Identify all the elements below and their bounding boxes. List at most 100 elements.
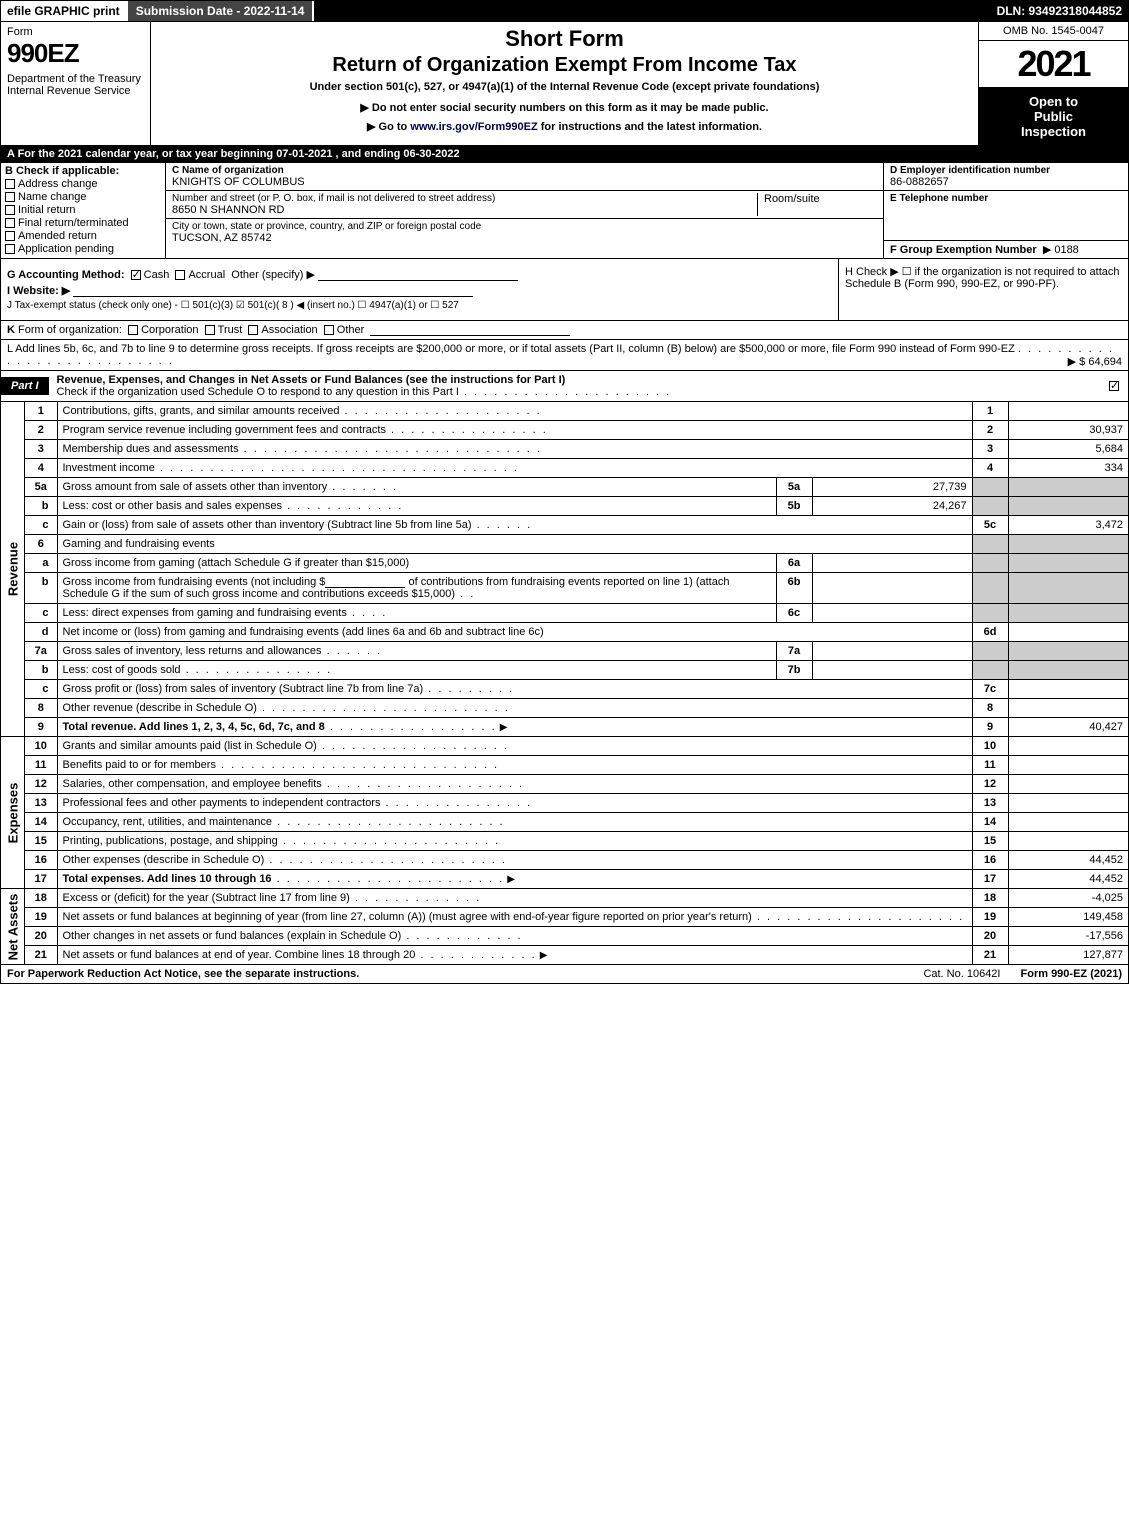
other-specify-field[interactable] xyxy=(318,269,518,281)
line-5a: 5aGross amount from sale of assets other… xyxy=(25,478,1128,497)
footer-center: Cat. No. 10642I xyxy=(903,968,1020,980)
line-3: 3Membership dues and assessments . . . .… xyxy=(25,440,1128,459)
row-l: L Add lines 5b, 6c, and 7b to line 9 to … xyxy=(0,340,1129,371)
line-5c: cGain or (loss) from sale of assets othe… xyxy=(25,516,1128,535)
part1-title: Revenue, Expenses, and Changes in Net As… xyxy=(49,371,1109,401)
phone-box: E Telephone number xyxy=(884,191,1128,241)
row-l-amount: ▶ $ 64,694 xyxy=(1068,355,1122,368)
form-word: Form xyxy=(7,26,144,38)
line-20: 20Other changes in net assets or fund ba… xyxy=(25,927,1128,946)
return-title: Return of Organization Exempt From Incom… xyxy=(157,54,972,77)
room-suite: Room/suite xyxy=(757,193,877,216)
submission-date: Submission Date - 2022-11-14 xyxy=(126,1,315,21)
line-8: 8Other revenue (describe in Schedule O) … xyxy=(25,699,1128,718)
header-center: Short Form Return of Organization Exempt… xyxy=(151,22,978,145)
department: Department of the TreasuryInternal Reven… xyxy=(7,73,144,97)
form-number: 990EZ xyxy=(7,38,144,69)
part1-header: Part I Revenue, Expenses, and Changes in… xyxy=(0,371,1129,402)
revenue-side-label: Revenue xyxy=(1,402,25,736)
line-17: 17Total expenses. Add lines 10 through 1… xyxy=(25,870,1128,889)
dln-label: DLN: 93492318044852 xyxy=(991,1,1128,21)
org-name: KNIGHTS OF COLUMBUS xyxy=(172,176,877,188)
row-g: G Accounting Method: Cash Accrual Other … xyxy=(7,268,832,281)
revenue-table: 1Contributions, gifts, grants, and simil… xyxy=(25,402,1128,736)
website-field[interactable] xyxy=(73,285,473,297)
col-b-checkboxes: B Check if applicable: Address change Na… xyxy=(1,163,166,258)
row-k: K Form of organization: Corporation Trus… xyxy=(0,321,1129,340)
line-6d: dNet income or (loss) from gaming and fu… xyxy=(25,623,1128,642)
expenses-side-label: Expenses xyxy=(1,737,25,888)
line-16: 16Other expenses (describe in Schedule O… xyxy=(25,851,1128,870)
chk-amended[interactable]: Amended return xyxy=(5,230,161,242)
expenses-table: 10Grants and similar amounts paid (list … xyxy=(25,737,1128,888)
chk-initial[interactable]: Initial return xyxy=(5,204,161,216)
line-4: 4Investment income . . . . . . . . . . .… xyxy=(25,459,1128,478)
part1-checkbox[interactable] xyxy=(1109,380,1128,392)
line-19: 19Net assets or fund balances at beginni… xyxy=(25,908,1128,927)
under-section: Under section 501(c), 527, or 4947(a)(1)… xyxy=(157,81,972,93)
tax-year: 2021 xyxy=(979,41,1128,88)
goto-line: ▶ Go to www.irs.gov/Form990EZ for instru… xyxy=(157,120,972,133)
ein-box: D Employer identification number 86-0882… xyxy=(884,163,1128,191)
inspection-label: Open toPublicInspection xyxy=(979,88,1128,145)
row-h: H Check ▶ ☐ if the organization is not r… xyxy=(838,259,1128,320)
street: 8650 N SHANNON RD xyxy=(172,204,751,216)
expenses-section: Expenses 10Grants and similar amounts pa… xyxy=(0,737,1129,889)
street-row: Number and street (or P. O. box, if mail… xyxy=(166,191,883,219)
footer: For Paperwork Reduction Act Notice, see … xyxy=(0,965,1129,984)
chk-address[interactable]: Address change xyxy=(5,178,161,190)
line-18: 18Excess or (deficit) for the year (Subt… xyxy=(25,889,1128,908)
chk-accrual[interactable] xyxy=(175,270,185,280)
top-bar: efile GRAPHIC print Submission Date - 20… xyxy=(0,0,1129,22)
col-b-title: B Check if applicable: xyxy=(5,165,119,177)
line-9: 9Total revenue. Add lines 1, 2, 3, 4, 5c… xyxy=(25,718,1128,737)
chk-final[interactable]: Final return/terminated xyxy=(5,217,161,229)
do-not-enter: ▶ Do not enter social security numbers o… xyxy=(157,101,972,114)
line-7a: 7aGross sales of inventory, less returns… xyxy=(25,642,1128,661)
part1-label: Part I xyxy=(1,377,49,395)
row-j: J Tax-exempt status (check only one) - ☐… xyxy=(7,300,832,311)
line-13: 13Professional fees and other payments t… xyxy=(25,794,1128,813)
netassets-table: 18Excess or (deficit) for the year (Subt… xyxy=(25,889,1128,964)
row-a-calendar: A For the 2021 calendar year, or tax yea… xyxy=(0,146,1129,163)
chk-cash[interactable] xyxy=(131,270,141,280)
line-11: 11Benefits paid to or for members . . . … xyxy=(25,756,1128,775)
block-b-through-f: B Check if applicable: Address change Na… xyxy=(0,163,1129,259)
line-7c: cGross profit or (loss) from sales of in… xyxy=(25,680,1128,699)
short-form-title: Short Form xyxy=(157,26,972,52)
chk-pending[interactable]: Application pending xyxy=(5,243,161,255)
col-c-org: C Name of organization KNIGHTS OF COLUMB… xyxy=(166,163,883,258)
city: TUCSON, AZ 85742 xyxy=(172,232,877,244)
gh-left: G Accounting Method: Cash Accrual Other … xyxy=(1,259,838,320)
line-6c: cLess: direct expenses from gaming and f… xyxy=(25,604,1128,623)
line-10: 10Grants and similar amounts paid (list … xyxy=(25,737,1128,756)
line-2: 2Program service revenue including gover… xyxy=(25,421,1128,440)
line-12: 12Salaries, other compensation, and empl… xyxy=(25,775,1128,794)
line-1: 1Contributions, gifts, grants, and simil… xyxy=(25,402,1128,421)
ein: 86-0882657 xyxy=(890,176,1122,188)
line-6a: aGross income from gaming (attach Schedu… xyxy=(25,554,1128,573)
line-21: 21Net assets or fund balances at end of … xyxy=(25,946,1128,965)
efile-label[interactable]: efile GRAPHIC print xyxy=(1,1,126,21)
header-left: Form 990EZ Department of the TreasuryInt… xyxy=(1,22,151,145)
chk-name[interactable]: Name change xyxy=(5,191,161,203)
line-14: 14Occupancy, rent, utilities, and mainte… xyxy=(25,813,1128,832)
header-right: OMB No. 1545-0047 2021 Open toPublicInsp… xyxy=(978,22,1128,145)
omb-number: OMB No. 1545-0047 xyxy=(979,22,1128,41)
irs-link[interactable]: www.irs.gov/Form990EZ xyxy=(410,121,537,133)
netassets-section: Net Assets 18Excess or (deficit) for the… xyxy=(0,889,1129,965)
line-15: 15Printing, publications, postage, and s… xyxy=(25,832,1128,851)
header: Form 990EZ Department of the TreasuryInt… xyxy=(0,22,1129,146)
row-i: I Website: ▶ xyxy=(7,284,832,297)
col-def: D Employer identification number 86-0882… xyxy=(883,163,1128,258)
line-6: 6Gaming and fundraising events xyxy=(25,535,1128,554)
line-7b: bLess: cost of goods sold . . . . . . . … xyxy=(25,661,1128,680)
netassets-side-label: Net Assets xyxy=(1,889,25,964)
org-name-row: C Name of organization KNIGHTS OF COLUMB… xyxy=(166,163,883,191)
footer-right: Form 990-EZ (2021) xyxy=(1021,968,1123,980)
line-5b: bLess: cost or other basis and sales exp… xyxy=(25,497,1128,516)
revenue-section: Revenue 1Contributions, gifts, grants, a… xyxy=(0,402,1129,737)
topbar-spacer xyxy=(314,1,990,21)
footer-left: For Paperwork Reduction Act Notice, see … xyxy=(7,968,903,980)
group-exemption: F Group Exemption Number ▶ 0188 xyxy=(884,241,1128,258)
